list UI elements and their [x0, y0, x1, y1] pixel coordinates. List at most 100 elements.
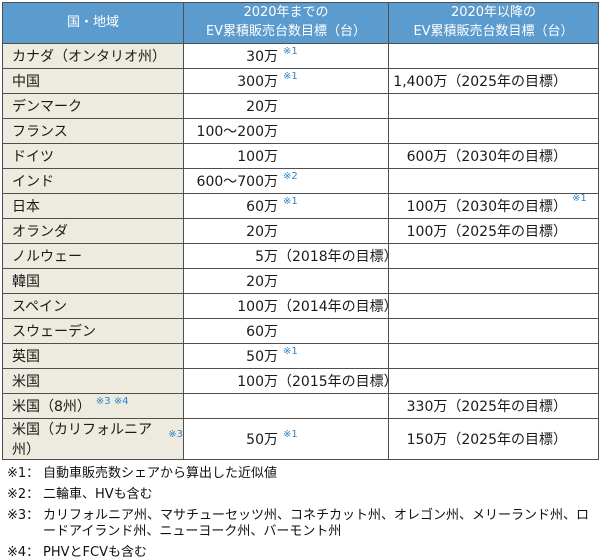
table-row: 米国（カリフォルニア州） ※3 50万 ※1 150万（2025年の目標）	[2, 418, 599, 460]
country-label: 米国（8州）	[12, 399, 91, 415]
target-year-note: （2014年の目標）	[278, 299, 398, 315]
until-2020-target-cell: 100万	[183, 143, 389, 169]
target-value: 100～200万	[196, 124, 278, 140]
country-label: ドイツ	[12, 149, 54, 165]
table-row: ノルウェー 5万 （2018年の目標）	[2, 243, 599, 269]
target-value: 20万	[246, 274, 278, 290]
header-until-2020-line1: 2020年までの	[243, 5, 329, 21]
country-cell: フランス	[2, 118, 184, 144]
target-year-note: （2018年の目標）	[278, 249, 398, 265]
footnote-ref: ※1	[283, 346, 298, 357]
target-value: 50万	[246, 349, 278, 365]
table-row: スペイン 100万 （2014年の目標）	[2, 293, 599, 319]
table-row: 日本 60万 ※1 100万（2030年の目標） ※1	[2, 193, 599, 219]
country-cell: スペイン	[2, 293, 184, 319]
country-cell: デンマーク	[2, 93, 184, 119]
table-row: 韓国 20万	[2, 268, 599, 294]
country-cell: スウェーデン	[2, 318, 184, 344]
target-value: 300万	[237, 74, 278, 90]
table-row: 米国（8州） ※3 ※4 330万（2025年の目標）	[2, 393, 599, 419]
country-cell: ドイツ	[2, 143, 184, 169]
target-value: 100万（2030年の目標）	[406, 199, 567, 215]
country-label: 米国	[12, 374, 40, 390]
country-cell: インド	[2, 168, 184, 194]
table-row: オランダ 20万 100万（2025年の目標）	[2, 218, 599, 244]
until-2020-target-cell: 50万 ※1	[183, 418, 389, 460]
until-2020-target-cell: 100万 （2014年の目標）	[183, 293, 398, 319]
footnote-ref: ※1	[572, 192, 587, 204]
until-2020-target-cell: 100万 （2015年の目標）	[183, 368, 398, 394]
target-value: 20万	[246, 99, 278, 115]
header-until-2020-line2: EV累積販売台数目標（台）	[205, 24, 367, 39]
after-2020-target-cell: 330万（2025年の目標）	[388, 393, 599, 419]
footnote-ref: ※2	[283, 171, 298, 182]
after-2020-target-cell: 1,400万（2025年の目標）	[388, 68, 599, 94]
target-value: 60万	[246, 199, 278, 215]
target-value: 600万（2030年の目標）	[406, 149, 567, 165]
until-2020-target-cell: 300万 ※1	[183, 68, 389, 94]
country-cell: 中国	[2, 68, 184, 94]
footnotes: ※1： 自動車販売数シェアから算出した近似値 ※2： 二輪車、HVも含む ※3： カリフォ…	[2, 466, 598, 557]
footnote-ref: ※1	[283, 196, 298, 207]
target-value: 100万	[237, 299, 278, 315]
after-2020-target-cell: 100万（2025年の目標）	[388, 218, 599, 244]
until-2020-target-cell: 50万 ※1	[183, 343, 389, 369]
footnote-label: ※1：	[7, 466, 40, 481]
country-label: インド	[12, 174, 54, 190]
target-value: 100万	[237, 374, 278, 390]
country-cell: ノルウェー	[2, 243, 184, 269]
footnote-label: ※4：	[7, 545, 40, 557]
until-2020-target-cell: 100～200万	[183, 118, 389, 144]
country-label: オランダ	[12, 224, 68, 240]
country-label: デンマーク	[12, 99, 82, 115]
footnote-label: ※3：	[7, 508, 40, 523]
footnote-ref: ※1	[283, 71, 298, 82]
footnote-text: 二輪車、HVも含む	[43, 487, 153, 502]
country-label: 韓国	[12, 274, 40, 290]
footnote-item: ※1： 自動車販売数シェアから算出した近似値	[7, 466, 598, 482]
footnote-ref: ※3	[168, 429, 183, 440]
until-2020-target-cell: 5万 （2018年の目標）	[183, 243, 398, 269]
header-region-label: 国・地域	[66, 14, 119, 30]
until-2020-target-cell	[183, 393, 389, 419]
target-value: 150万（2025年の目標）	[406, 432, 567, 448]
target-value: 20万	[246, 224, 278, 240]
country-cell: 米国	[2, 368, 184, 394]
table-row: 米国 100万 （2015年の目標）	[2, 368, 599, 394]
header-row: 国・地域 2020年までの EV累積販売台数目標（台） 2020年以降の EV累…	[2, 2, 599, 44]
country-label: 米国（カリフォルニア州）	[12, 422, 152, 458]
until-2020-target-cell: 60万 ※1	[183, 193, 389, 219]
after-2020-target-cell	[388, 43, 599, 69]
until-2020-target-cell: 30万 ※1	[183, 43, 389, 69]
table-row: 英国 50万 ※1	[2, 343, 599, 369]
country-label: ノルウェー	[12, 249, 82, 265]
target-value: 1,400万（2025年の目標）	[393, 74, 567, 90]
ev-sales-target-table: 国・地域 2020年までの EV累積販売台数目標（台） 2020年以降の EV累…	[2, 2, 599, 460]
until-2020-target-cell: 600～700万 ※2	[183, 168, 389, 194]
after-2020-target-cell	[388, 368, 599, 394]
until-2020-target-cell: 20万	[183, 268, 389, 294]
target-year-note: （2015年の目標）	[278, 374, 398, 390]
until-2020-target-cell: 20万	[183, 93, 389, 119]
header-after-2020-line1: 2020年以降の	[450, 5, 537, 21]
target-value: 5万	[255, 249, 278, 265]
until-2020-target-cell: 20万	[183, 218, 389, 244]
footnote-text: カリフォルニア州、マサチューセッツ州、コネチカット州、オレゴン州、メリーランド州…	[43, 508, 590, 539]
until-2020-target-cell: 60万	[183, 318, 389, 344]
country-cell: 英国	[2, 343, 184, 369]
after-2020-target-cell	[388, 93, 599, 119]
country-label: スペイン	[12, 299, 68, 315]
country-label: 日本	[12, 199, 40, 215]
country-cell: 米国（8州） ※3 ※4	[2, 393, 184, 419]
sup-zone: ※1	[567, 193, 594, 215]
target-value: 600～700万	[196, 174, 278, 190]
country-label: スウェーデン	[12, 324, 96, 340]
after-2020-target-cell	[388, 343, 599, 369]
country-cell: カナダ（オンタリオ州）	[2, 43, 184, 69]
target-value: 100万（2025年の目標）	[406, 224, 567, 240]
target-value: 50万	[246, 432, 278, 448]
country-label: カナダ（オンタリオ州）	[12, 49, 166, 65]
after-2020-target-cell: 150万（2025年の目標）	[388, 418, 599, 460]
table-row: フランス 100～200万	[2, 118, 599, 144]
